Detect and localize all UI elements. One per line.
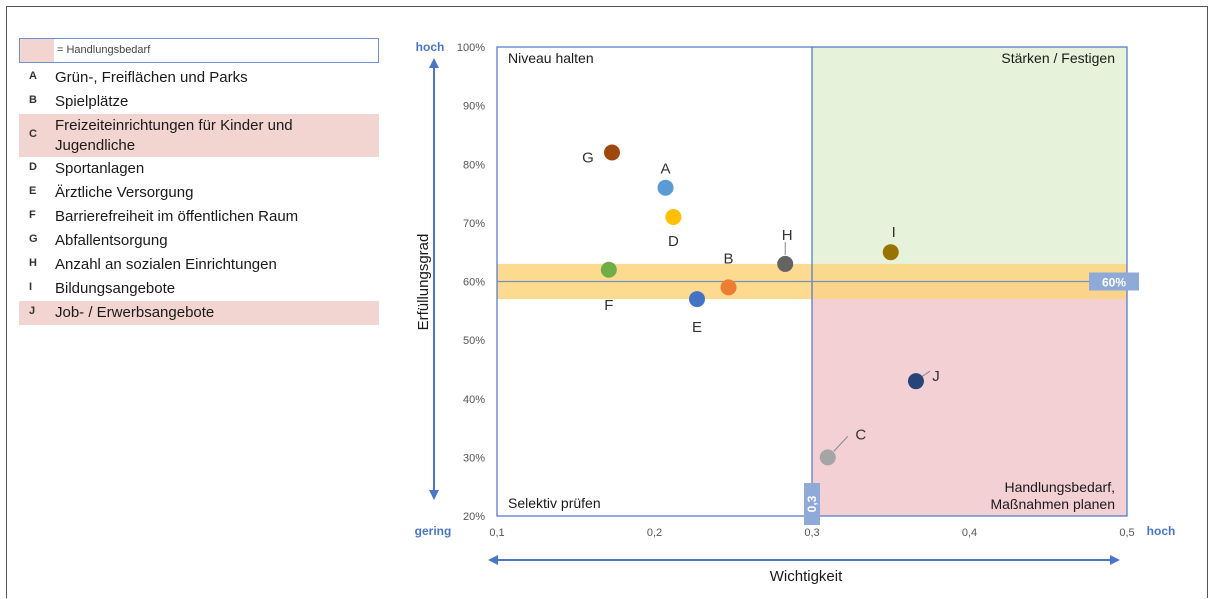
legend: = Handlungsbedarf A Grün-, Freiflächen un… — [19, 38, 379, 325]
quadrant-top-right-label: Stärken / Festigen — [1001, 50, 1115, 66]
legend-item-g: G Abfallentsorgung — [19, 229, 379, 253]
data-point-d — [665, 209, 682, 226]
figure-frame — [6, 6, 1208, 598]
legend-item-letter: J — [29, 305, 36, 317]
legend-item-i: I Bildungsangebote — [19, 277, 379, 301]
x-tick-label: 0,1 — [489, 527, 504, 539]
legend-item-label: Job- / Erwerbsangebote — [55, 304, 215, 321]
legend-item-letter: C — [29, 128, 37, 140]
legend-item-label: Abfallentsorgung — [55, 232, 168, 249]
legend-item-j: J Job- / Erwerbsangebote — [19, 301, 379, 325]
data-point-label-d: D — [668, 233, 679, 250]
legend-item-label: Bildungsangebote — [55, 280, 176, 297]
x-threshold-tag-label: 0,3 — [805, 495, 819, 512]
y-tick-label: 60% — [463, 277, 485, 289]
point-leader-c — [833, 436, 849, 452]
x-tick-label: 0,5 — [1119, 527, 1134, 539]
data-point-b — [720, 279, 737, 296]
data-point-label-a: A — [661, 161, 671, 178]
legend-item-letter: D — [29, 161, 37, 173]
quadrant-bottom-left-label: Selektiv prüfen — [508, 495, 601, 511]
y-axis-title: Erfüllungsgrad — [415, 234, 432, 331]
legend-item-letter: F — [29, 209, 36, 221]
legend-item-b: B Spielplätze — [19, 90, 379, 114]
legend-item-letter: A — [29, 70, 37, 82]
legend-item-label: Barrierefreiheit im öffentlichen Raum — [55, 208, 299, 225]
y-axis-low-label: gering — [415, 524, 452, 538]
legend-items: A Grün-, Freiflächen und Parks B Spielplätz… — [19, 66, 379, 325]
legend-item-f: F Barrierefreiheit im öffentlichen Raum — [19, 205, 379, 229]
data-point-j — [907, 373, 924, 390]
legend-item-label: Spielplätze — [55, 93, 129, 110]
x-axis-high-label: hoch — [1147, 524, 1176, 538]
data-point-f — [600, 261, 617, 278]
x-axis-arrow-left — [488, 555, 498, 565]
x-axis-title: Wichtigkeit — [770, 568, 843, 585]
y-axis-arrow-up — [429, 58, 439, 68]
data-point-label-h: H — [782, 227, 793, 244]
x-axis-arrow-right — [1110, 555, 1120, 565]
y-tick-label: 30% — [463, 452, 485, 464]
data-point-label-f: F — [604, 297, 613, 314]
x-tick-label: 0,3 — [804, 527, 819, 539]
legend-key: = Handlungsbedarf — [19, 38, 379, 63]
y-tick-label: 50% — [463, 335, 485, 347]
legend-item-label: Sportanlagen — [55, 160, 145, 177]
y-tick-label: 90% — [463, 101, 485, 113]
quadrant-top-left-label: Niveau halten — [508, 50, 594, 66]
quadrant-bottom-right-label-2: Maßnahmen planen — [990, 496, 1115, 512]
legend-item-letter: B — [29, 94, 37, 106]
legend-item-h: H Anzahl an sozialen Einrichtungen — [19, 253, 379, 277]
data-point-label-e: E — [692, 319, 702, 336]
legend-item-label: Freizeiteinrichtungen für Kinder und Jug… — [55, 117, 293, 154]
legend-item-letter: I — [29, 281, 33, 293]
legend-item-d: D Sportanlagen — [19, 157, 379, 181]
data-point-i — [882, 244, 899, 261]
legend-item-label: Grün-, Freiflächen und Parks — [55, 69, 248, 86]
quadrant-top-right-fill — [812, 47, 1127, 282]
data-point-label-b: B — [724, 250, 734, 267]
data-point-a — [657, 179, 674, 196]
quadrant-bottom-right-label-1: Handlungsbedarf, — [1004, 479, 1115, 495]
y-tick-label: 70% — [463, 218, 485, 230]
y-threshold-tag — [1089, 272, 1139, 291]
x-tick-label: 0,4 — [962, 527, 977, 539]
data-point-c — [819, 449, 836, 466]
legend-item-e: E Ärztliche Versorgung — [19, 181, 379, 205]
legend-item-label: Anzahl an sozialen Einrichtungen — [55, 256, 277, 273]
quadrant-bottom-right-fill — [812, 281, 1127, 516]
y-tick-label: 40% — [463, 394, 485, 406]
handlungsbedarf-swatch — [20, 39, 54, 62]
data-point-label-g: G — [582, 150, 594, 167]
x-tick-label: 0,2 — [647, 527, 662, 539]
legend-item-label: Ärztliche Versorgung — [55, 184, 194, 201]
y-tick-label: 100% — [457, 42, 485, 54]
legend-item-letter: G — [29, 233, 38, 245]
legend-item-c: C Freizeiteinrichtungen für Kinder und Ju… — [19, 114, 379, 157]
data-point-g — [603, 144, 620, 161]
y-axis-high-label: hoch — [416, 40, 445, 54]
y-threshold-tag-label: 60% — [1102, 276, 1126, 290]
legend-item-a: A Grün-, Freiflächen und Parks — [19, 66, 379, 90]
y-axis-arrow-down — [429, 490, 439, 500]
legend-key-label: = Handlungsbedarf — [57, 44, 151, 56]
data-point-e — [689, 291, 706, 308]
legend-item-letter: E — [29, 185, 37, 197]
point-leader-j — [920, 370, 931, 378]
x-threshold-tag — [804, 483, 820, 525]
data-point-h — [777, 255, 794, 272]
data-point-label-j: J — [932, 368, 940, 385]
data-point-label-c: C — [855, 426, 866, 443]
legend-item-letter: H — [29, 257, 37, 269]
y-tick-label: 20% — [463, 511, 485, 523]
data-point-label-i: I — [892, 224, 896, 241]
y-tick-label: 80% — [463, 159, 485, 171]
